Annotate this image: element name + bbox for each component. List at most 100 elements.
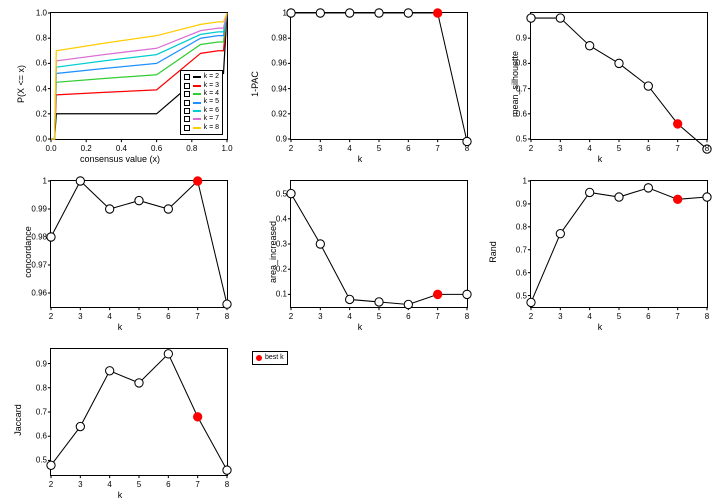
plot-svg <box>291 13 467 139</box>
plot-svg <box>51 349 227 475</box>
x-tick-label: 4 <box>347 312 351 321</box>
marker <box>287 189 295 197</box>
legend-row: k = 7 <box>184 115 219 123</box>
marker <box>47 461 55 469</box>
legend-row: k = 2 <box>184 73 219 81</box>
legend-line-icon <box>193 127 201 129</box>
panel-rand: Randk23456780.50.60.70.80.91 <box>480 168 720 336</box>
legend-label: k = 8 <box>204 124 219 132</box>
y-axis-label: Jaccard <box>13 404 23 436</box>
y-tick-label: 0.5 <box>265 189 287 198</box>
x-tick-label: 7 <box>195 480 199 489</box>
legend-line-icon <box>193 76 201 78</box>
y-tick-label: 0.0 <box>25 135 47 144</box>
x-axis-label: k <box>598 154 603 164</box>
x-tick-label: 7 <box>675 312 679 321</box>
y-tick-label: 0.6 <box>505 109 527 118</box>
marker <box>106 367 114 375</box>
marker <box>135 379 143 387</box>
marker <box>135 196 143 204</box>
y-tick-label: 0.5 <box>505 291 527 300</box>
y-tick-label: 0.97 <box>25 261 47 270</box>
legend-row: k = 6 <box>184 107 219 115</box>
legend-label: best k <box>265 354 284 362</box>
marker-best <box>674 195 682 203</box>
marker <box>527 298 535 306</box>
x-tick-label: 3 <box>558 312 562 321</box>
x-axis-label: k <box>118 322 123 332</box>
panel-mean_silhouette: mean_silhouettek23456780.50.60.70.80.9 <box>480 0 720 168</box>
x-tick-label: 7 <box>195 312 199 321</box>
panel-best_k_legend: best k <box>240 336 480 504</box>
y-tick-label: 1 <box>505 177 527 186</box>
x-tick-label: 6 <box>166 312 170 321</box>
panel-one_minus_pac: 1-PACk23456780.90.920.940.960.981 <box>240 0 480 168</box>
x-tick-label: 6 <box>166 480 170 489</box>
marker <box>703 193 711 201</box>
x-tick-label: 4 <box>347 144 351 153</box>
x-tick-label: 5 <box>377 312 381 321</box>
marker <box>404 300 412 308</box>
marker <box>316 240 324 248</box>
y-tick-label: 1 <box>25 177 47 186</box>
y-tick-label: 0.8 <box>505 222 527 231</box>
marker <box>556 14 564 22</box>
x-tick-label: 0.6 <box>151 144 162 153</box>
y-tick-label: 0.1 <box>265 290 287 299</box>
x-tick-label: 3 <box>318 144 322 153</box>
panel-cdf: P(X <= x)consensus value (x)0.00.20.40.6… <box>0 0 240 168</box>
y-tick-label: 0.9 <box>505 199 527 208</box>
y-tick-label: 0.6 <box>505 268 527 277</box>
x-tick-label: 6 <box>646 312 650 321</box>
marker <box>527 14 535 22</box>
x-tick-label: 3 <box>78 480 82 489</box>
legend-swatch-icon <box>184 83 190 89</box>
x-tick-label: 0.2 <box>81 144 92 153</box>
cdf-legend: k = 2k = 3k = 4k = 5k = 6k = 7k = 8 <box>180 70 223 135</box>
marker <box>346 9 354 17</box>
legend-label: k = 3 <box>204 82 219 90</box>
x-tick-label: 1.0 <box>221 144 232 153</box>
x-tick-label: 2 <box>529 312 533 321</box>
legend-label: k = 5 <box>204 98 219 106</box>
y-tick-label: 1 <box>265 9 287 18</box>
y-tick-label: 0.7 <box>505 84 527 93</box>
legend-swatch-icon <box>184 91 190 97</box>
x-axis-label: k <box>118 490 123 500</box>
x-tick-label: 0.4 <box>116 144 127 153</box>
x-tick-label: 5 <box>377 144 381 153</box>
legend-swatch-icon <box>184 74 190 80</box>
marker <box>556 229 564 237</box>
y-tick-label: 1.0 <box>25 9 47 18</box>
marker <box>615 193 623 201</box>
panel-grid: P(X <= x)consensus value (x)0.00.20.40.6… <box>0 0 720 504</box>
plot-area: 23456780.90.920.940.960.981 <box>290 12 468 140</box>
legend-swatch-icon <box>184 108 190 114</box>
y-tick-label: 0.98 <box>25 233 47 242</box>
y-tick-label: 0.92 <box>265 109 287 118</box>
x-tick-label: 8 <box>465 312 469 321</box>
x-tick-label: 2 <box>49 312 53 321</box>
y-tick-label: 0.8 <box>505 59 527 68</box>
plot-svg <box>531 181 707 307</box>
series-line <box>51 354 227 470</box>
marker <box>47 233 55 241</box>
x-tick-label: 4 <box>587 144 591 153</box>
legend-swatch-icon <box>184 116 190 122</box>
x-tick-label: 5 <box>137 480 141 489</box>
x-tick-label: 8 <box>705 312 709 321</box>
legend-label: k = 7 <box>204 115 219 123</box>
y-tick-label: 0.9 <box>265 135 287 144</box>
marker <box>106 205 114 213</box>
marker <box>223 466 231 474</box>
y-tick-label: 0.8 <box>25 383 47 392</box>
plot-area: 23456780.50.60.70.80.91 <box>530 180 708 308</box>
legend-line-icon <box>193 93 201 95</box>
x-tick-label: 7 <box>435 144 439 153</box>
y-tick-label: 0.2 <box>25 109 47 118</box>
legend-dot-icon <box>256 355 262 361</box>
legend-line-icon <box>193 102 201 104</box>
x-tick-label: 7 <box>435 312 439 321</box>
y-tick-label: 0.7 <box>25 408 47 417</box>
y-tick-label: 0.6 <box>25 59 47 68</box>
